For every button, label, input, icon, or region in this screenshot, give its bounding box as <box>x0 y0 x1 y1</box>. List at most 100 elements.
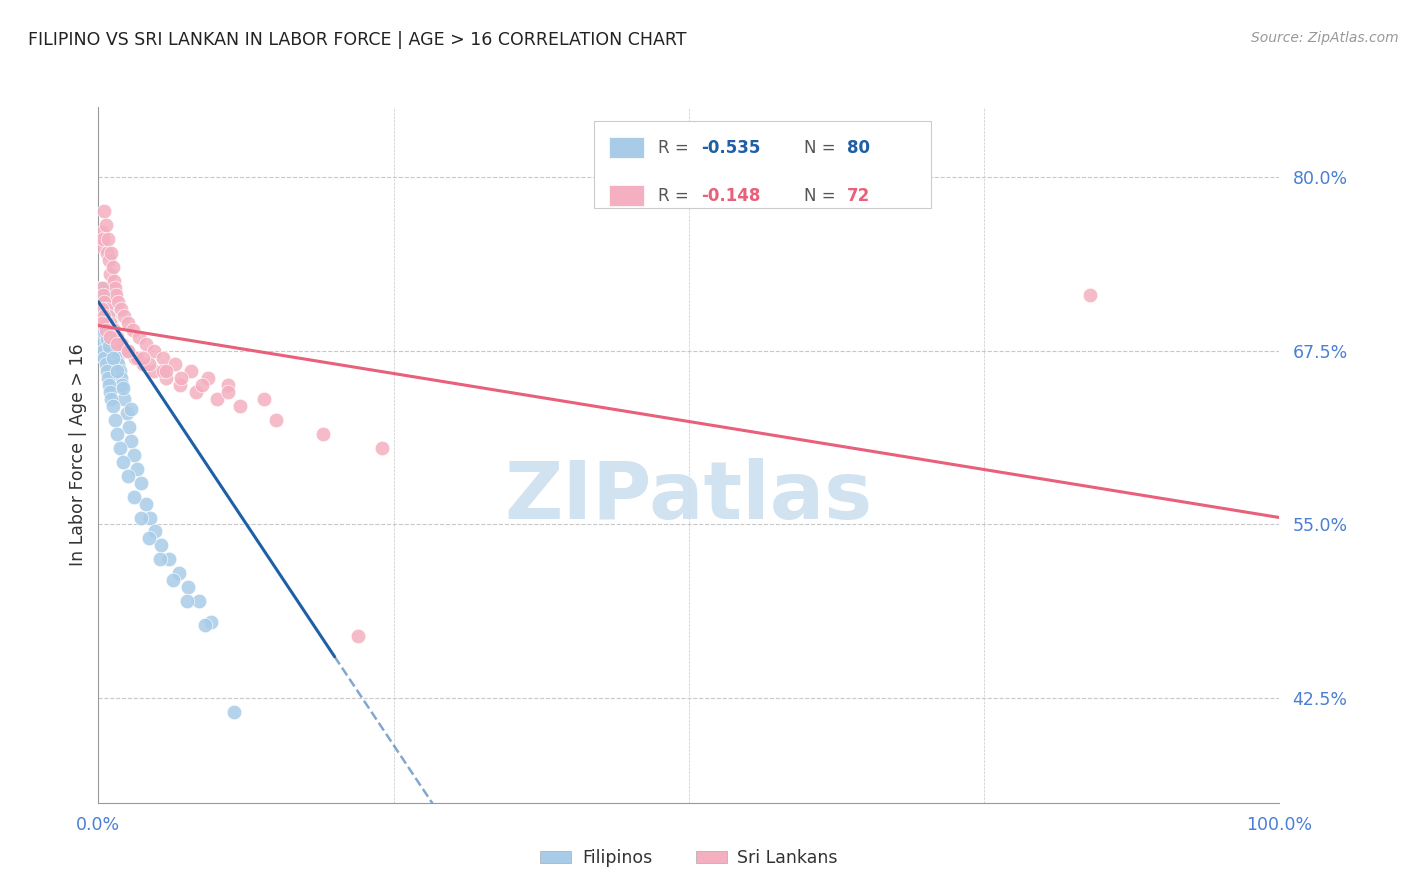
Point <box>104 336 127 351</box>
Point <box>105 427 128 442</box>
Point <box>91 336 114 351</box>
Point <box>150 538 173 552</box>
Text: -0.535: -0.535 <box>700 139 761 157</box>
Point <box>91 309 114 323</box>
Point <box>111 336 134 351</box>
Text: 80: 80 <box>848 139 870 157</box>
Point <box>91 301 114 316</box>
Point <box>101 399 124 413</box>
Point <box>91 343 114 358</box>
Point <box>91 294 114 309</box>
Point <box>122 490 145 504</box>
Point <box>132 358 155 372</box>
Point <box>157 552 180 566</box>
Point <box>124 351 146 365</box>
Point <box>98 267 121 281</box>
Point <box>100 316 122 330</box>
Y-axis label: In Labor Force | Age > 16: In Labor Force | Age > 16 <box>69 343 87 566</box>
Point <box>101 260 124 274</box>
Point <box>93 309 115 323</box>
Text: FILIPINO VS SRI LANKAN IN LABOR FORCE | AGE > 16 CORRELATION CHART: FILIPINO VS SRI LANKAN IN LABOR FORCE | … <box>28 31 686 49</box>
Point <box>139 510 162 524</box>
Point <box>97 232 120 246</box>
Point <box>96 333 118 347</box>
Point <box>110 371 132 385</box>
Point <box>143 524 166 539</box>
Point <box>90 288 112 302</box>
Point <box>98 378 121 392</box>
Point <box>229 399 252 413</box>
Point <box>93 294 115 309</box>
Point <box>93 351 115 365</box>
Point <box>112 309 135 323</box>
Point <box>129 475 152 490</box>
Point <box>132 351 155 365</box>
Point <box>138 358 160 372</box>
Text: ZIPatlas: ZIPatlas <box>505 458 873 536</box>
Point <box>100 336 122 351</box>
Point <box>93 281 115 295</box>
Point <box>176 594 198 608</box>
Point <box>98 385 121 400</box>
Point <box>142 364 165 378</box>
Point <box>117 468 139 483</box>
Point <box>94 323 117 337</box>
Point <box>103 323 125 337</box>
Point <box>98 316 121 330</box>
Point <box>94 288 117 302</box>
Point <box>91 288 114 302</box>
Legend: Filipinos, Sri Lankans: Filipinos, Sri Lankans <box>533 842 845 874</box>
Point <box>91 316 114 330</box>
Point <box>91 225 114 239</box>
Point <box>91 316 114 330</box>
Point <box>98 334 121 348</box>
Point <box>91 288 114 302</box>
Point <box>165 358 187 372</box>
Point <box>194 617 217 632</box>
Point <box>1080 288 1102 302</box>
Point <box>117 343 139 358</box>
Point <box>191 378 214 392</box>
Point <box>98 311 121 326</box>
Text: Source: ZipAtlas.com: Source: ZipAtlas.com <box>1251 31 1399 45</box>
Point <box>103 329 125 343</box>
Text: 72: 72 <box>848 187 870 205</box>
Text: N =: N = <box>803 139 841 157</box>
Point <box>187 594 209 608</box>
Point <box>155 364 177 378</box>
Point <box>98 309 121 323</box>
Point <box>91 281 114 295</box>
Point <box>98 339 121 353</box>
Point <box>128 329 150 343</box>
Point <box>111 378 134 392</box>
FancyBboxPatch shape <box>595 121 931 208</box>
Point <box>96 316 118 330</box>
Point <box>152 351 174 365</box>
Point <box>105 288 128 302</box>
Point <box>98 329 121 343</box>
Point <box>96 246 118 260</box>
Point <box>112 392 135 407</box>
Point <box>94 219 117 233</box>
Point <box>97 323 120 337</box>
Text: R =: R = <box>658 187 695 205</box>
Point <box>170 371 193 385</box>
Point <box>110 301 132 316</box>
Point <box>98 323 121 337</box>
Point <box>122 448 145 462</box>
Point <box>110 336 132 351</box>
Point <box>107 294 129 309</box>
Point <box>167 566 190 581</box>
Point <box>101 351 124 365</box>
Point <box>98 329 121 343</box>
Point <box>115 406 138 420</box>
Point <box>149 552 172 566</box>
Text: -0.148: -0.148 <box>700 187 761 205</box>
Text: R =: R = <box>658 139 695 157</box>
Point <box>264 413 287 427</box>
Point <box>155 371 177 385</box>
Point <box>197 371 219 385</box>
Point <box>96 294 118 309</box>
Bar <box>609 185 644 206</box>
Point <box>90 309 112 323</box>
